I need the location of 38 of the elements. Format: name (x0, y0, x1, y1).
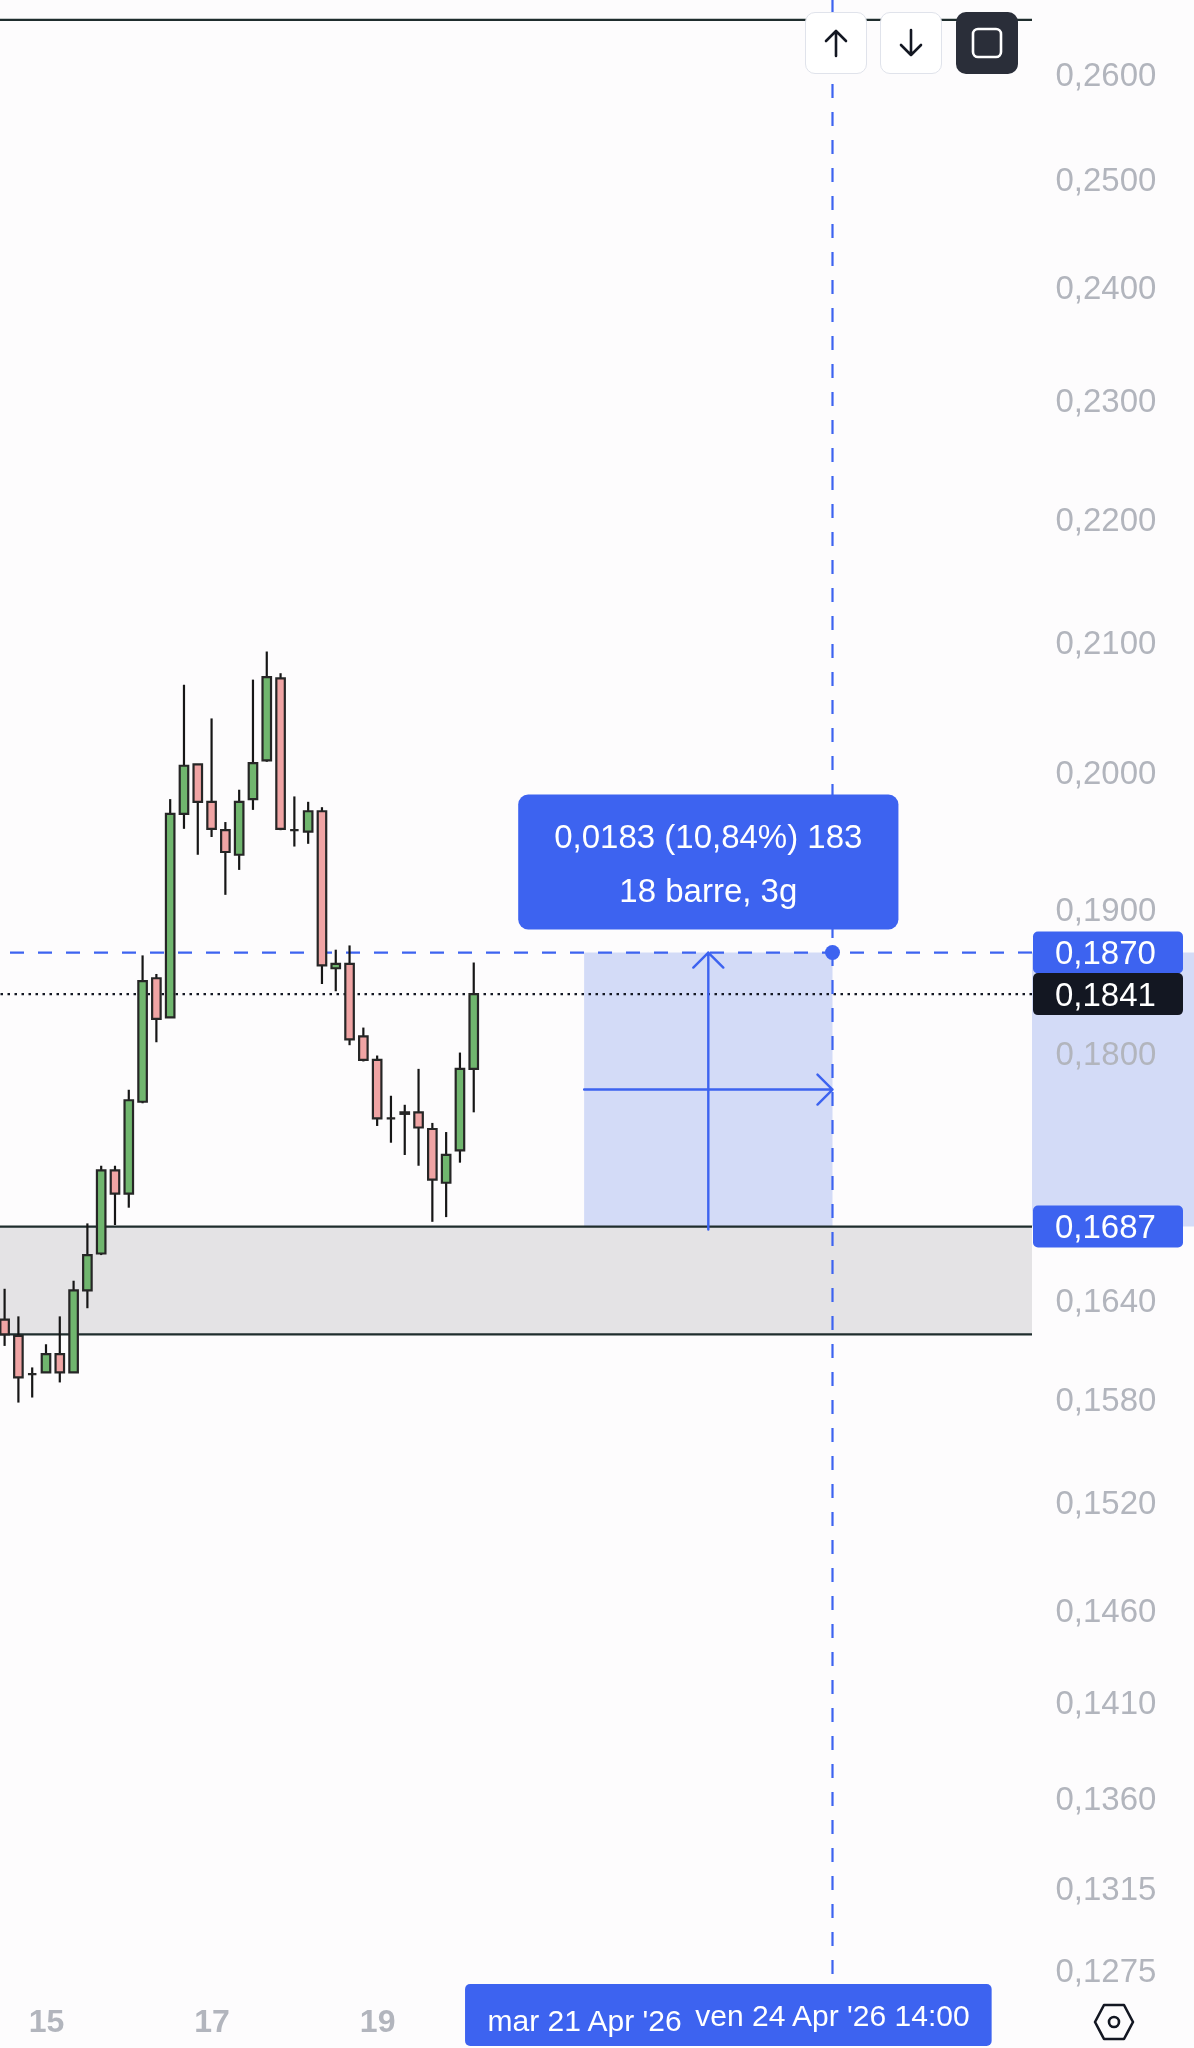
y-tick-label: 0,1520 (1055, 1484, 1157, 1522)
y-tick-label: 0,1275 (1055, 1952, 1157, 1990)
y-tick-label: 0,2500 (1055, 160, 1157, 198)
price-tag: 0,1870 (1033, 931, 1183, 974)
ref-line-label: 0,1841 (1055, 975, 1156, 1013)
annotation: 18 barre, 3g (619, 872, 798, 910)
candlestick (220, 820, 231, 896)
band-label: 0,1687 (1055, 1208, 1156, 1246)
candlestick (413, 1067, 424, 1167)
candlestick (40, 1343, 52, 1374)
candlestick (358, 1026, 369, 1063)
candlestick (330, 948, 342, 993)
candlestick (399, 1103, 411, 1157)
y-tick-label: 0,1315 (1055, 1869, 1157, 1907)
y-tick-label: 0,2400 (1055, 269, 1157, 307)
y-tick-label: 0,2100 (1055, 624, 1157, 662)
x-tick-label: 17 (194, 2002, 230, 2039)
price-tag: 0,1841 (1033, 973, 1183, 1016)
x-tick-label: 15 (28, 2002, 65, 2039)
ref-line-label: ven 24 Apr '26 14:00 (695, 1998, 970, 2032)
y-tick-label: 0,1410 (1055, 1684, 1157, 1722)
annotation: 0,0183 (10,84%) 183 (554, 818, 863, 856)
y-tick-label: 0,1640 (1055, 1282, 1157, 1320)
y-tick-label: 0,2200 (1055, 500, 1157, 538)
y-tick-label: 0,1800 (1055, 1034, 1157, 1072)
y-tick-label: 0,1360 (1055, 1780, 1157, 1818)
candlestick (302, 800, 314, 845)
callout-box: 0,0183 (10,84%) 183 18 barre, 3g (518, 794, 899, 930)
y-tick-label: 0,1580 (1055, 1381, 1157, 1419)
y-tick-label: 0,1460 (1055, 1591, 1157, 1629)
x-tick-label: mar 21 Apr '26 (487, 2003, 682, 2037)
y-tick-label: 0,2300 (1055, 382, 1157, 420)
y-tick-label: 0,1900 (1055, 890, 1157, 928)
price-tag: 0,1687 (1033, 1205, 1183, 1248)
ref-line-label: 0,1870 (1055, 934, 1156, 972)
x-tick-label: 19 (359, 2002, 396, 2039)
y-tick-label: 0,2000 (1055, 754, 1157, 792)
y-tick-label: 0,2600 (1055, 56, 1157, 94)
